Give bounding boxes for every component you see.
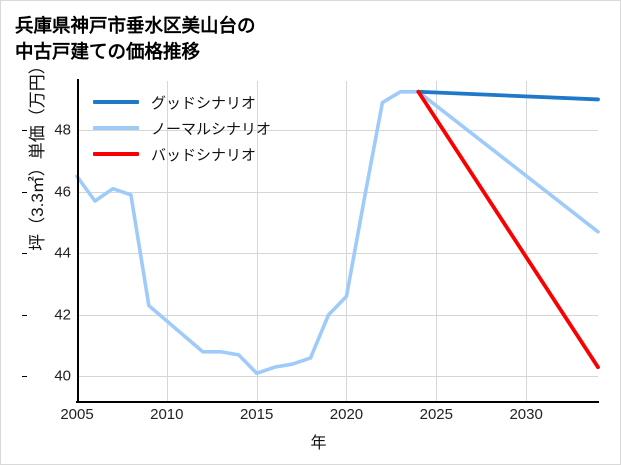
x-axis-line [76, 401, 599, 403]
gridline-horizontal [77, 192, 598, 193]
y-tick-mark [22, 130, 27, 132]
x-tick-label: 2015 [239, 406, 274, 423]
y-tick-mark [22, 376, 27, 378]
y-tick-label: 40 [54, 367, 71, 385]
y-tick-label: 46 [54, 183, 71, 201]
y-tick-label: 44 [54, 244, 71, 262]
legend-item[interactable]: バッドシナリオ [93, 141, 308, 167]
legend-item[interactable]: グッドシナリオ [93, 89, 308, 115]
legend-color-swatch [93, 152, 139, 156]
gridline-vertical [167, 81, 168, 401]
x-axis-title: 年 [1, 429, 620, 453]
legend: グッドシナリオ ノーマルシナリオ バッドシナリオ [93, 89, 308, 167]
series-line-bad [416, 89, 600, 370]
legend-color-swatch [93, 100, 139, 104]
y-axis-tick-labels: 40 42 44 46 48 [22, 81, 71, 401]
y-tick-mark [22, 191, 27, 193]
plot-area [75, 81, 600, 401]
x-axis-tick-labels: 2005 2010 2015 2020 2025 2030 [60, 406, 598, 428]
gridline-horizontal [77, 315, 598, 316]
gridline-vertical [346, 81, 347, 401]
series-layer [75, 89, 600, 376]
series-line-normal [75, 89, 600, 376]
gridline-vertical [526, 81, 527, 401]
y-tick-label: 48 [54, 121, 71, 139]
x-tick-label: 2010 [150, 406, 184, 423]
y-tick-mark [22, 253, 27, 255]
gridline-vertical [257, 81, 258, 401]
x-tick-label: 2020 [329, 406, 364, 423]
page-title: 兵庫県神戸市垂水区美山台の 中古戸建ての価格推移 [15, 15, 256, 62]
y-axis-line [77, 79, 79, 403]
x-tick-label: 2030 [509, 406, 543, 423]
legend-item-label: ノーマルシナリオ [151, 120, 272, 138]
gridline-horizontal [77, 130, 598, 131]
plot-background [77, 81, 598, 401]
series-line-good [416, 89, 600, 102]
gridline-vertical [436, 81, 437, 401]
x-tick-label: 2005 [60, 406, 94, 423]
legend-color-swatch [93, 126, 139, 130]
y-tick-label: 42 [54, 306, 71, 324]
x-axis-title-text: 年 [310, 435, 327, 452]
gridline-horizontal [77, 376, 598, 377]
y-tick-mark [22, 314, 27, 316]
legend-item[interactable]: ノーマルシナリオ [93, 115, 308, 141]
legend-item-label: グッドシナリオ [151, 94, 257, 112]
legend-item-label: バッドシナリオ [151, 146, 257, 164]
gridline-horizontal [77, 253, 598, 254]
x-tick-label: 2025 [419, 406, 453, 423]
